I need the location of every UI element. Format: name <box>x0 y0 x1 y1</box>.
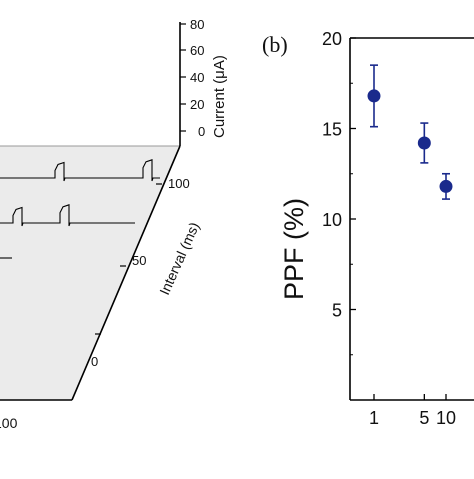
ppf-x-tick-label: 10 <box>436 408 456 428</box>
current-axis-label: Current (μA) <box>211 55 228 138</box>
panel-label: (b) <box>262 32 288 57</box>
interval-axis-label: Interval (ms) <box>156 220 202 298</box>
current-trace <box>0 204 135 227</box>
current-tick-label: 0 <box>198 124 205 139</box>
panel-a-3d-plot: 80 60 40 20 0 Current (μA) 100 50 0 Inte… <box>0 17 228 431</box>
interval-tick-label: 0 <box>91 354 98 369</box>
ppf-y-axis-label: PPF (%) <box>279 198 309 300</box>
current-tick-label: 60 <box>190 43 204 58</box>
ppf-x-tick-label: 1 <box>369 408 379 428</box>
ppf-y-ticks: 20 15 10 5 <box>322 29 356 356</box>
ppf-y-tick-label: 15 <box>322 120 342 140</box>
ppf-x-tick-label: 5 <box>419 408 429 428</box>
interval-axis-line <box>71 145 181 401</box>
ppf-data-point <box>417 136 431 150</box>
ppf-data-point <box>367 89 381 103</box>
current-tick-label: 40 <box>190 70 204 85</box>
ppf-data-points <box>367 64 453 200</box>
front-axis-tick-label: 100 <box>0 415 18 431</box>
current-traces <box>0 159 160 259</box>
interval-axis-ticks: 100 50 0 <box>91 176 190 369</box>
interval-tick-label: 50 <box>132 253 146 268</box>
floor-plane <box>0 146 180 400</box>
ppf-y-tick-label: 5 <box>332 301 342 321</box>
ppf-data-point <box>439 179 453 193</box>
interval-tick-label: 100 <box>168 176 190 191</box>
current-tick-label: 20 <box>190 97 204 112</box>
ppf-y-tick-label: 10 <box>322 210 342 230</box>
current-trace <box>0 159 160 182</box>
current-tick-label: 80 <box>190 17 204 32</box>
current-axis-ticks: 80 60 40 20 0 <box>180 17 205 139</box>
ppf-x-ticks: 1 5 10 <box>369 394 456 428</box>
ppf-y-tick-label: 20 <box>322 29 342 49</box>
